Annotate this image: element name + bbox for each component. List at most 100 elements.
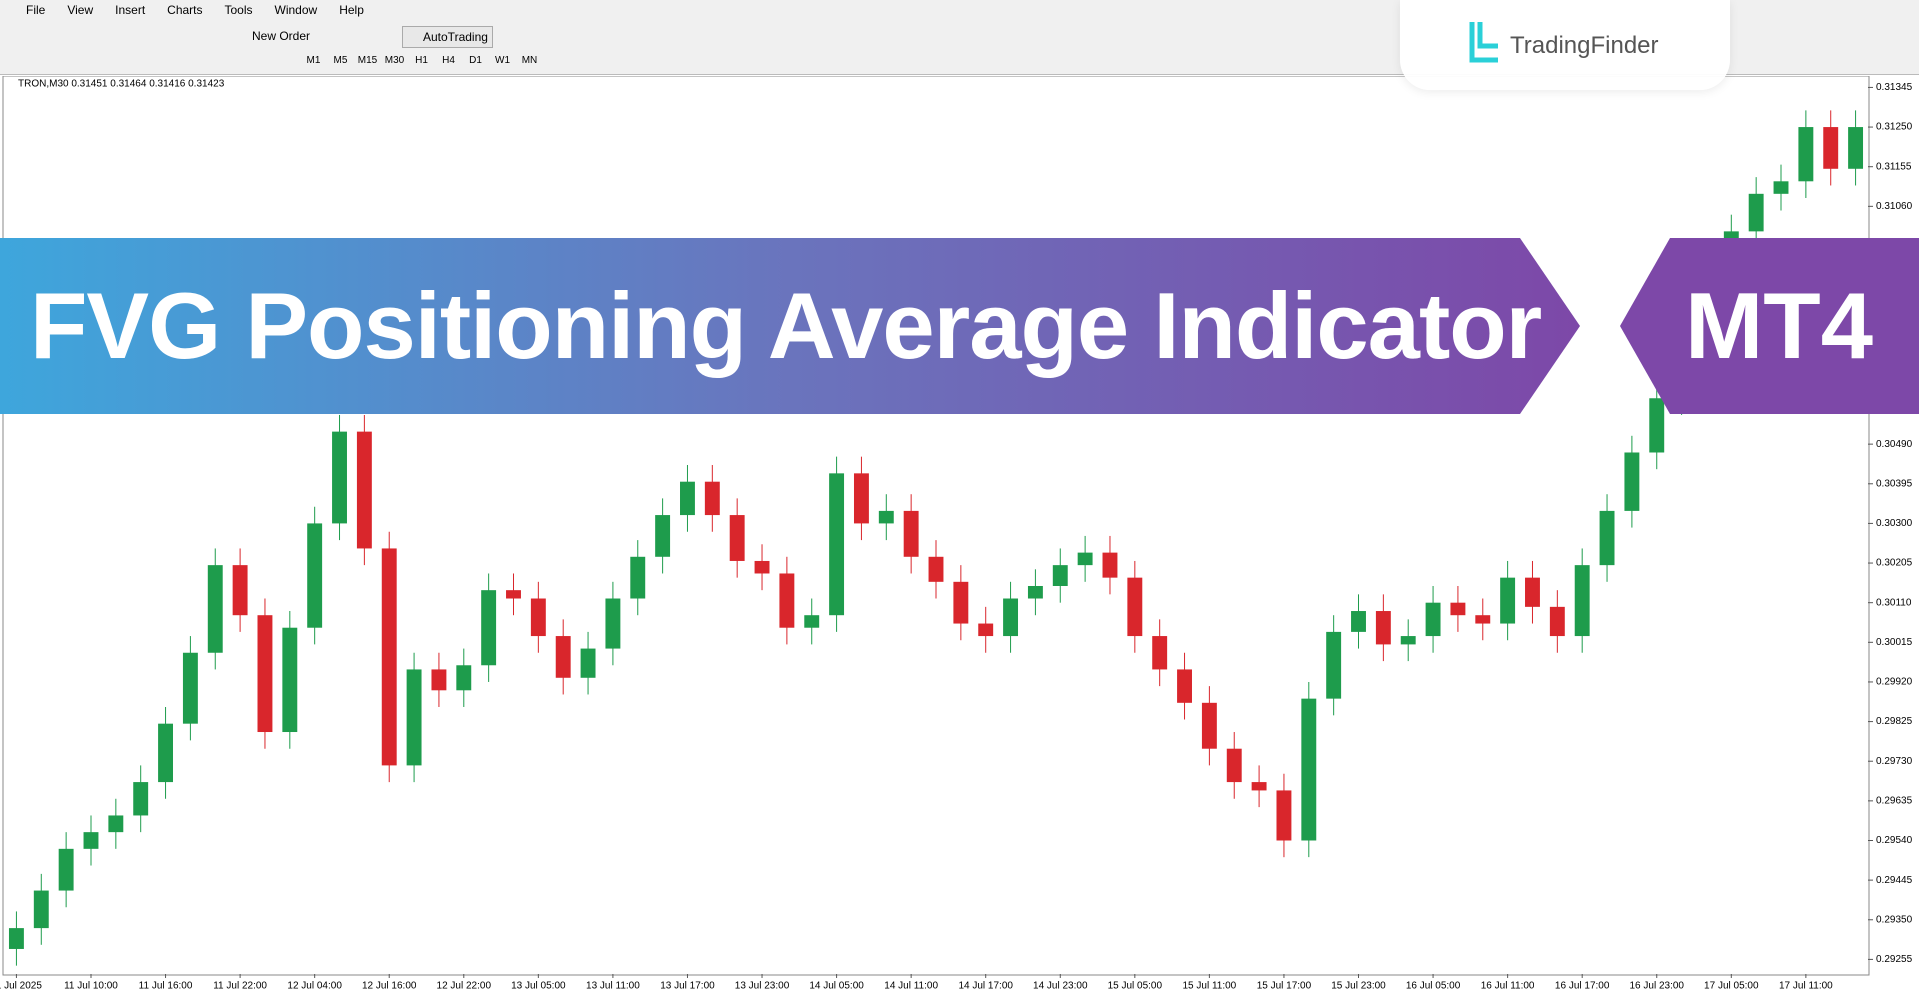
y-tick-label: 0.29350 <box>1876 914 1913 925</box>
banner-title: FVG Positioning Average Indicator <box>0 238 1580 414</box>
candle-body <box>1848 127 1864 169</box>
candle-body <box>1624 452 1640 511</box>
candle-body <box>1450 602 1466 616</box>
y-tick-label: 0.30300 <box>1876 518 1913 529</box>
y-tick-label: 0.29730 <box>1876 756 1913 767</box>
y-tick-label: 0.30015 <box>1876 637 1913 648</box>
candle-body <box>1226 748 1242 783</box>
candle-body <box>257 615 273 733</box>
candle-body <box>232 565 248 616</box>
menu-item[interactable]: File <box>26 3 46 17</box>
x-tick-label: 14 Jul 17:00 <box>958 981 1013 992</box>
candle-body <box>133 782 149 816</box>
candle-body <box>1525 577 1540 607</box>
candle-body <box>729 515 745 561</box>
candle-body <box>1077 552 1093 566</box>
y-tick-label: 0.29825 <box>1876 716 1913 727</box>
candle-body <box>1201 702 1217 749</box>
x-tick-label: 12 Jul 16:00 <box>362 981 417 992</box>
candle-body <box>332 431 347 524</box>
x-tick-label: 15 Jul 05:00 <box>1108 981 1163 992</box>
timeframe-button[interactable]: MN <box>521 55 538 66</box>
y-tick-label: 0.29920 <box>1876 677 1913 688</box>
candle-body <box>108 815 124 833</box>
y-tick-label: 0.29255 <box>1876 954 1913 965</box>
candle-body <box>1773 181 1789 194</box>
x-tick-label: 16 Jul 11:00 <box>1481 981 1535 992</box>
candle-body <box>878 510 894 524</box>
x-tick-label: 14 Jul 05:00 <box>809 981 864 992</box>
symbol-info: TRON,M30 0.31451 0.31464 0.31416 0.31423 <box>18 79 225 90</box>
x-tick-label: 11 Jul 16:00 <box>139 981 193 992</box>
y-tick-label: 0.30490 <box>1876 439 1913 450</box>
timeframe-button[interactable]: D1 <box>469 55 482 66</box>
candle-body <box>779 573 795 628</box>
x-tick-label: 11 Jul 10:00 <box>64 981 118 992</box>
logo: TradingFinder <box>1400 0 1730 90</box>
menu-item[interactable]: Window <box>274 3 318 17</box>
candle-body <box>481 590 497 666</box>
menu-item[interactable]: Help <box>339 3 364 17</box>
timeframes: M1 M5 M15 M30 H1 H4 D1 W1 MN <box>300 51 543 71</box>
x-tick-label: 17 Jul 11:00 <box>1779 981 1833 992</box>
candle-body <box>530 598 546 637</box>
candle-body <box>83 832 99 849</box>
candle-body <box>1798 127 1814 182</box>
candle-body <box>1052 565 1068 586</box>
candle-body <box>1425 602 1441 637</box>
timeframe-button[interactable]: H1 <box>415 55 428 66</box>
y-tick-label: 0.30395 <box>1876 478 1913 489</box>
candle-body <box>182 652 198 724</box>
candle-body <box>1599 510 1615 566</box>
y-tick-label: 0.30205 <box>1876 558 1913 569</box>
x-tick-label: 13 Jul 17:00 <box>660 981 715 992</box>
candle-body <box>853 473 869 524</box>
x-tick-label: 13 Jul 11:00 <box>586 981 640 992</box>
timeframe-button[interactable]: W1 <box>495 55 510 66</box>
timeframe-button[interactable]: M15 <box>357 55 378 66</box>
x-tick-label: 16 Jul 05:00 <box>1406 981 1461 992</box>
y-tick-label: 0.31060 <box>1876 201 1913 212</box>
menu-item[interactable]: Charts <box>167 3 203 17</box>
candle-body <box>804 615 820 628</box>
candle-body <box>928 556 944 582</box>
candle-body <box>1574 565 1590 637</box>
candle-body <box>630 556 646 599</box>
candle-body <box>1003 598 1019 637</box>
x-tick-label: 16 Jul 23:00 <box>1629 981 1684 992</box>
candle-body <box>1251 782 1267 791</box>
candle-body <box>456 665 472 691</box>
candle-body <box>829 473 845 616</box>
y-tick-label: 0.31345 <box>1876 82 1913 93</box>
candle-body <box>605 598 621 649</box>
candle-body <box>1500 577 1516 624</box>
candle-body <box>1102 552 1118 578</box>
new-order-button[interactable]: New Order <box>252 29 311 43</box>
timeframe-button[interactable]: M30 <box>384 55 405 66</box>
candle-body <box>978 623 994 637</box>
menu-item[interactable]: Tools <box>224 3 253 17</box>
candle-body <box>1549 606 1565 637</box>
timeframe-button[interactable]: M5 <box>333 55 348 66</box>
candle-body <box>282 627 298 733</box>
candle-body <box>903 510 919 557</box>
candle-body <box>1326 631 1342 699</box>
candle-body <box>1027 585 1043 599</box>
candle-body <box>1375 611 1391 645</box>
candle-body <box>307 523 323 628</box>
y-tick-label: 0.29635 <box>1876 795 1913 806</box>
timeframe-button[interactable]: H4 <box>442 55 455 66</box>
candle-body <box>1301 698 1317 841</box>
candle-body <box>1351 611 1366 632</box>
candle-body <box>655 515 671 557</box>
menu-item[interactable]: Insert <box>115 3 146 17</box>
y-tick-label: 0.29445 <box>1876 875 1913 886</box>
autotrading-button[interactable]: AutoTrading <box>402 26 493 48</box>
candle-body <box>1400 636 1416 645</box>
timeframe-button[interactable]: M1 <box>306 55 321 66</box>
menu-item[interactable]: View <box>67 3 94 17</box>
chart: TRON,M30 0.31451 0.31464 0.31416 0.31423… <box>0 76 1913 992</box>
candle-body <box>356 431 372 549</box>
candle-body <box>1475 615 1491 624</box>
